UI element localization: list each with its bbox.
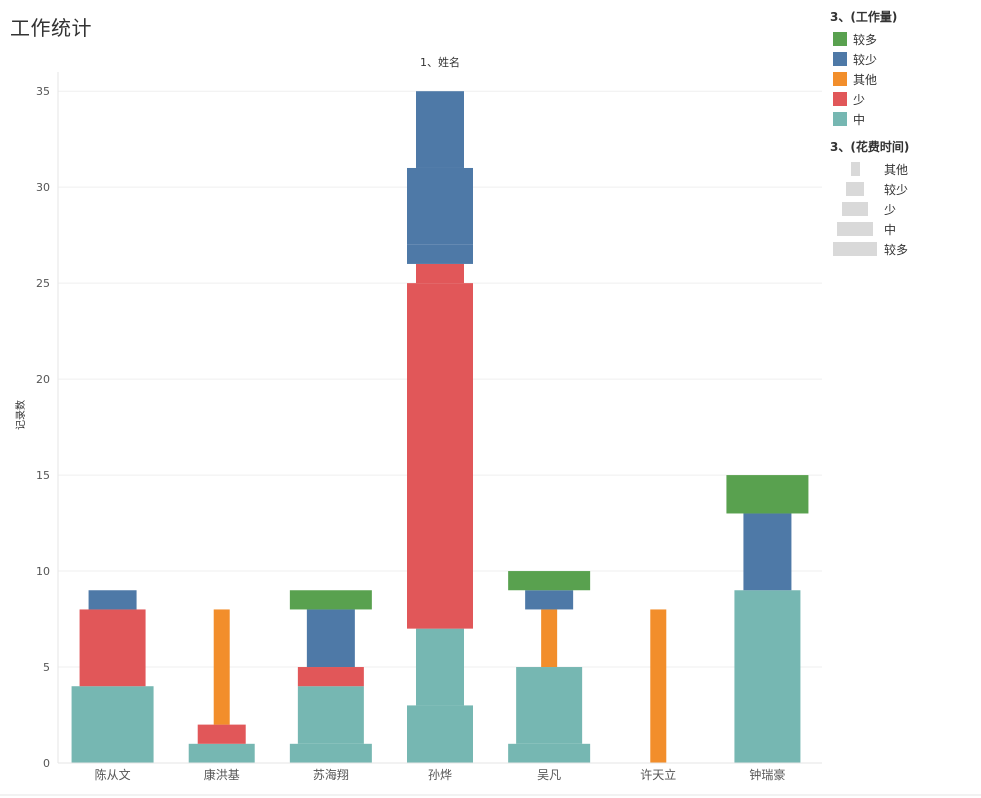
bar-segment[interactable] — [516, 667, 583, 744]
legend-item[interactable]: 中 — [830, 109, 980, 129]
size-legend-item[interactable]: 其他 — [830, 159, 980, 179]
size-legend-label: 较少 — [884, 182, 909, 197]
legend-label: 其他 — [853, 72, 878, 87]
color-legend-title: 3、(工作量) — [830, 10, 898, 24]
bar-segment[interactable] — [79, 609, 146, 687]
bar-segment[interactable] — [416, 263, 464, 284]
size-legend-label: 中 — [884, 222, 897, 237]
bar-segment[interactable] — [508, 571, 591, 591]
size-box-wrap — [830, 182, 880, 196]
size-legend-label: 较多 — [884, 242, 909, 257]
x-tick-label: 康洪基 — [204, 767, 240, 782]
legend-label: 较多 — [853, 32, 878, 47]
size-legend: 其他 较少少中较多 — [830, 159, 980, 259]
axes-layer: 0 5 10 15 20 25 30 35 陈从文 康洪基 苏海翔 孙烨 吴凡 许天立 钟瑞豪 — [0, 72, 981, 796]
bar-segment[interactable] — [197, 724, 246, 744]
size-legend-title: 3、(花费时间) — [830, 140, 910, 154]
bar-segment[interactable] — [306, 609, 355, 668]
bars-layer — [71, 91, 809, 763]
size-legend-label: 少 — [884, 202, 897, 217]
legend-item[interactable]: 较少 — [830, 49, 980, 69]
chart-title: 1、姓名 — [420, 55, 460, 69]
y-tick-label: 35 — [36, 85, 50, 98]
bar-segment[interactable] — [541, 609, 558, 668]
size-swatch — [837, 222, 873, 236]
bar-segment[interactable] — [407, 167, 473, 245]
bar-segment[interactable] — [416, 91, 464, 168]
size-box-wrap — [830, 242, 880, 256]
bar-segment[interactable] — [726, 475, 809, 514]
bar-segment[interactable] — [416, 628, 464, 706]
size-box-wrap — [830, 162, 880, 176]
bar-segment[interactable] — [407, 244, 473, 264]
size-swatch — [833, 242, 877, 256]
bar-segment[interactable] — [743, 513, 792, 591]
y-tick-label: 20 — [36, 373, 50, 386]
page-title: 工作统计 — [10, 16, 92, 40]
size-box-wrap — [830, 202, 880, 216]
size-legend-item[interactable]: 中 — [830, 219, 980, 239]
legend-label: 少 — [853, 92, 866, 107]
size-box-wrap — [830, 222, 880, 236]
bar-segment[interactable] — [71, 686, 154, 763]
bar-segment[interactable] — [297, 667, 364, 687]
legend-item[interactable]: 其他 — [830, 69, 980, 89]
bar-segment[interactable] — [188, 743, 255, 763]
bar-segment[interactable] — [289, 743, 372, 763]
y-tick-label: 30 — [36, 181, 50, 194]
legend-swatch — [833, 92, 847, 106]
bar-segment[interactable] — [407, 283, 473, 629]
size-legend-item[interactable]: 较少 — [830, 179, 980, 199]
color-legend: 较多 较少 其他少中 — [830, 29, 980, 129]
legend-label: 较少 — [853, 52, 878, 67]
legend-swatch — [833, 112, 847, 126]
x-tick-label: 苏海翔 — [313, 767, 349, 782]
x-tick-label: 许天立 — [640, 767, 676, 782]
bar-segment[interactable] — [734, 590, 801, 763]
bar-segment[interactable] — [297, 686, 364, 744]
y-tick-label: 0 — [43, 757, 50, 770]
x-tick-label: 吴凡 — [537, 768, 561, 782]
legend-item[interactable]: 少 — [830, 89, 980, 109]
legend-swatch — [833, 72, 847, 86]
size-legend-item[interactable]: 较多 — [830, 239, 980, 259]
y-tick-label: 10 — [36, 565, 50, 578]
y-tick-label: 5 — [43, 661, 50, 674]
y-axis-label: 记录数 — [14, 400, 27, 430]
y-tick-label: 25 — [36, 277, 50, 290]
x-tick-label: 钟瑞豪 — [749, 767, 785, 782]
size-swatch — [846, 182, 864, 196]
bar-segment[interactable] — [525, 590, 574, 610]
bar-segment[interactable] — [508, 743, 591, 763]
bar-segment[interactable] — [407, 705, 473, 763]
legend-label: 中 — [853, 112, 866, 127]
bar-segment[interactable] — [213, 609, 230, 725]
size-legend-item[interactable]: 少 — [830, 199, 980, 219]
y-tick-label: 15 — [36, 469, 50, 482]
x-tick-label: 陈从文 — [95, 767, 131, 782]
bar-segment[interactable] — [88, 590, 137, 610]
size-swatch — [842, 202, 868, 216]
bar-segment[interactable] — [289, 590, 372, 610]
size-legend-label: 其他 — [884, 162, 909, 177]
legend-item[interactable]: 较多 — [830, 29, 980, 49]
bar-segment[interactable] — [650, 609, 667, 763]
size-swatch — [850, 162, 860, 176]
x-tick-label: 孙烨 — [428, 768, 452, 782]
legend-swatch — [833, 52, 847, 66]
legend: 3、(工作量) 较多 较少 其他少中 3、(花费时间) 其他 较少少中较多 — [830, 8, 980, 259]
legend-swatch — [833, 32, 847, 46]
